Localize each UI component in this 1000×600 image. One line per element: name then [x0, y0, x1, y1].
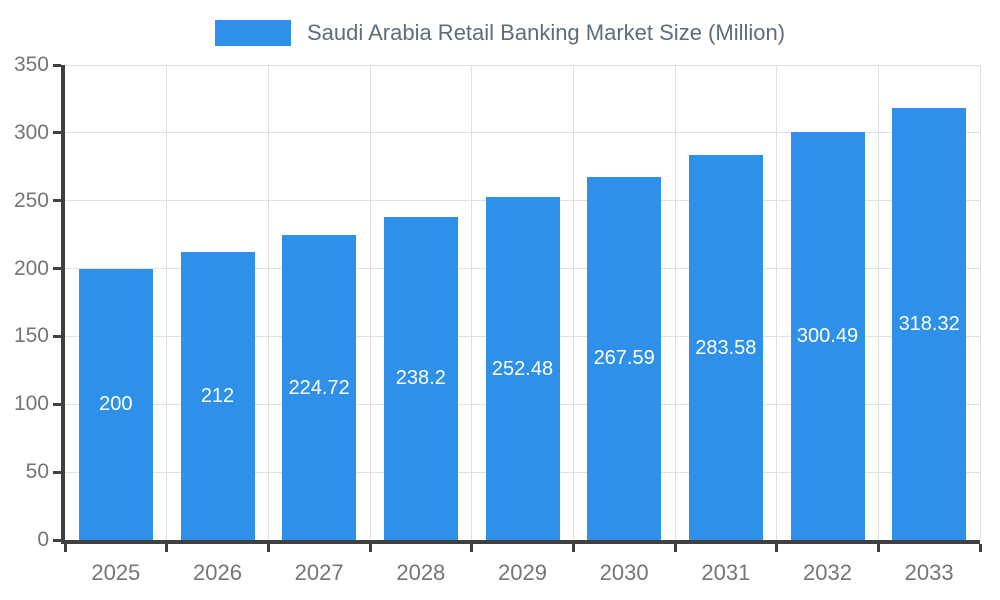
x-axis-tick — [368, 544, 372, 552]
x-axis-label: 2033 — [904, 560, 954, 585]
y-axis-tick — [53, 402, 61, 406]
y-axis-label: 50 — [25, 460, 49, 484]
bar[interactable]: 224.72 — [282, 235, 357, 540]
x-axis-tick — [775, 544, 779, 552]
x-axis-tick — [165, 544, 169, 552]
y-axis-label: 150 — [13, 324, 49, 348]
x-axis-tick — [876, 544, 880, 552]
y-axis-tick — [53, 267, 61, 271]
x-axis-label: 2029 — [498, 560, 547, 585]
bar-value-label: 318.32 — [898, 312, 960, 335]
y-axis-label: 250 — [13, 188, 49, 212]
x-axis-tick — [571, 544, 575, 552]
gridline-vertical — [267, 65, 269, 540]
gridline-vertical — [369, 65, 371, 540]
x-axis-tick — [470, 544, 474, 552]
bar[interactable]: 318.32 — [892, 107, 967, 540]
y-axis-tick — [53, 538, 61, 542]
gridline-vertical — [877, 65, 879, 540]
y-axis-tick — [53, 334, 61, 338]
gridline-vertical — [572, 65, 574, 540]
x-axis-label: 2026 — [193, 560, 242, 585]
chart-legend[interactable]: Saudi Arabia Retail Banking Market Size … — [0, 17, 1000, 49]
x-axis-tick — [63, 544, 67, 552]
chart-title: Saudi Arabia Retail Banking Market Size … — [306, 20, 786, 45]
bar[interactable]: 238.2 — [383, 216, 458, 540]
bar-value-label: 238.2 — [395, 367, 446, 390]
y-axis-label: 200 — [13, 256, 49, 280]
y-axis-label: 350 — [13, 53, 49, 76]
bar[interactable]: 252.48 — [485, 197, 560, 540]
x-axis-label: 2030 — [599, 560, 649, 585]
bar-value-label: 267.59 — [593, 347, 655, 370]
x-axis-label: 2025 — [91, 560, 141, 585]
x-axis-label: 2027 — [294, 560, 344, 585]
x-axis-label: 2028 — [396, 560, 446, 585]
gridline-vertical — [166, 65, 168, 540]
bar-value-label: 252.48 — [491, 357, 554, 380]
x-axis-tick — [978, 544, 982, 552]
bar[interactable]: 212 — [180, 252, 255, 540]
x-axis-label: 2032 — [803, 560, 852, 585]
gridline-vertical — [471, 65, 473, 540]
bar-value-label: 224.72 — [288, 376, 350, 399]
gridline-vertical — [674, 65, 676, 540]
y-axis-label: 100 — [13, 392, 49, 416]
bar-value-label: 212 — [200, 385, 235, 408]
x-axis-tick — [266, 544, 270, 552]
y-axis-label: 0 — [37, 528, 49, 551]
x-axis-tick — [673, 544, 677, 552]
gridline-horizontal — [65, 64, 980, 66]
bar[interactable]: 200 — [78, 268, 153, 540]
gridline-vertical — [776, 65, 778, 540]
bar[interactable]: 300.49 — [790, 132, 865, 540]
x-axis-label: 2031 — [701, 560, 751, 585]
y-axis-tick — [53, 63, 61, 67]
gridline-vertical — [979, 65, 981, 540]
bar-value-label: 200 — [99, 393, 133, 416]
bar[interactable]: 283.58 — [688, 155, 763, 540]
y-axis-label: 300 — [13, 120, 49, 144]
y-axis-line — [61, 65, 65, 544]
legend-swatch[interactable] — [214, 20, 291, 46]
bar[interactable]: 267.59 — [587, 176, 662, 540]
y-axis-tick — [53, 131, 61, 135]
y-axis-tick — [53, 470, 61, 474]
y-axis-tick — [53, 199, 61, 203]
x-axis-line — [61, 540, 980, 544]
bar-value-label: 300.49 — [796, 325, 859, 348]
bar-value-label: 283.58 — [695, 336, 757, 359]
gridline-horizontal — [65, 132, 980, 134]
